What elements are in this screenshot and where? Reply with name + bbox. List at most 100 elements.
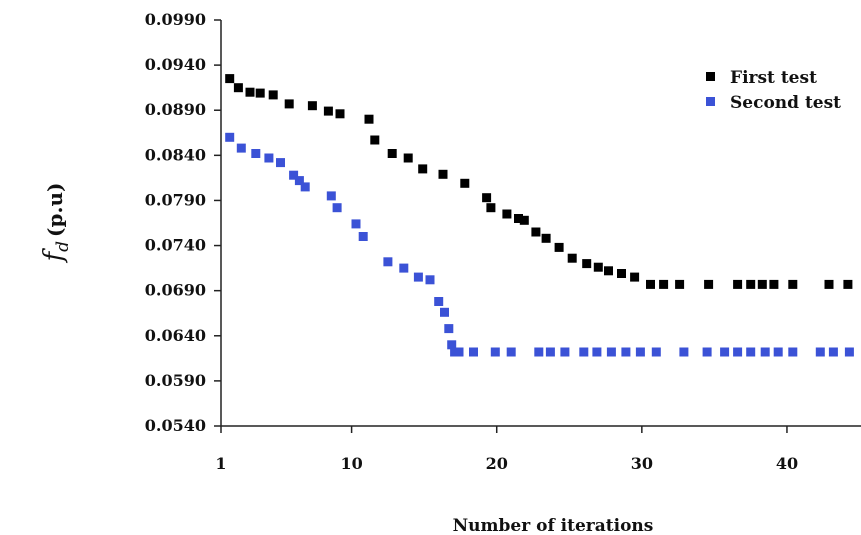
data-point (733, 347, 743, 357)
x-tick-label: 20 (486, 454, 508, 473)
legend-label-second-test: Second test (730, 93, 841, 113)
data-point (364, 114, 374, 124)
data-point (236, 143, 246, 153)
data-point (773, 347, 783, 357)
data-point (225, 132, 235, 142)
data-point (268, 90, 278, 100)
data-point (447, 340, 457, 350)
data-point (289, 170, 299, 180)
data-point (332, 203, 342, 213)
data-point (679, 347, 689, 357)
data-point (582, 259, 592, 269)
data-point (444, 324, 454, 334)
data-point (323, 106, 333, 116)
x-tick-label: 10 (340, 454, 362, 473)
x-tick-label: 1 (215, 454, 226, 473)
data-point (567, 253, 577, 263)
data-point (326, 191, 336, 201)
data-point (815, 347, 825, 357)
data-point (514, 214, 523, 223)
data-point (760, 347, 770, 357)
legend-label-first-test: First test (730, 68, 817, 88)
data-point (300, 182, 310, 192)
data-point (284, 99, 294, 109)
y-axis-label-subscript: d (53, 241, 73, 252)
data-point (460, 178, 470, 188)
data-point (418, 164, 428, 174)
y-tick-label: 0.0840 (145, 145, 206, 164)
y-tick-label: 0.0690 (145, 281, 206, 300)
y-tick-label: 0.0790 (145, 190, 206, 209)
data-point (704, 279, 714, 289)
series-2-points (225, 132, 854, 357)
y-ticks: 0.0540 0.0590 0.0640 0.0690 0.0740 0.0790 0.08… (145, 10, 221, 435)
axes (220, 20, 861, 427)
data-point (604, 266, 613, 276)
data-point (454, 347, 464, 357)
y-tick-label: 0.0540 (145, 416, 206, 435)
data-point (403, 153, 413, 163)
data-point (651, 347, 661, 357)
data-point (438, 169, 448, 179)
data-point (233, 83, 243, 93)
data-point (621, 347, 631, 357)
data-point (383, 257, 393, 267)
data-point (828, 347, 838, 357)
data-point (490, 347, 500, 357)
data-point (635, 347, 645, 357)
data-point (702, 347, 712, 357)
data-point (519, 215, 529, 225)
data-point (370, 135, 380, 145)
data-point (617, 269, 626, 278)
data-point (788, 279, 798, 289)
x-tick-label: 40 (776, 454, 798, 473)
data-point (399, 263, 409, 273)
data-point (440, 307, 449, 317)
data-point (824, 279, 834, 289)
data-point (245, 87, 255, 97)
data-point (486, 203, 496, 213)
data-point (675, 279, 685, 289)
data-point (307, 101, 317, 111)
y-tick-label: 0.0990 (145, 10, 206, 29)
data-point (387, 149, 397, 158)
data-point (251, 149, 261, 158)
data-point (502, 209, 512, 219)
data-point (746, 279, 756, 289)
data-point (659, 279, 669, 289)
data-point (534, 347, 544, 357)
data-point (788, 347, 798, 357)
data-point (469, 347, 478, 357)
data-point (541, 233, 551, 243)
y-axis-label: fd(p.u) (39, 183, 73, 264)
data-point (225, 74, 235, 84)
data-point (843, 279, 853, 289)
legend-marker-first-test (706, 72, 715, 81)
x-ticks: 1 10 20 30 40 (215, 426, 798, 473)
data-point (720, 347, 730, 357)
data-point (630, 272, 640, 282)
y-tick-label: 0.0740 (145, 236, 206, 255)
data-point (592, 347, 602, 357)
x-tick-label: 30 (631, 454, 653, 473)
data-point (276, 158, 285, 168)
data-point (757, 279, 767, 289)
data-point (593, 262, 603, 272)
data-point (413, 272, 423, 282)
x-axis-label: Number of iterations (453, 516, 654, 535)
data-point (294, 176, 304, 186)
y-axis-label-unit: (p.u) (43, 183, 67, 237)
y-tick-label: 0.0590 (145, 371, 206, 390)
data-points (225, 74, 854, 357)
data-point (358, 232, 368, 241)
data-point (746, 347, 756, 357)
data-point (769, 279, 779, 289)
legend: First test Second test (706, 68, 841, 113)
data-point (351, 219, 361, 229)
legend-marker-second-test (706, 97, 715, 106)
data-point (425, 275, 435, 285)
data-point (506, 347, 516, 357)
data-point (434, 297, 444, 306)
data-point (531, 227, 541, 237)
